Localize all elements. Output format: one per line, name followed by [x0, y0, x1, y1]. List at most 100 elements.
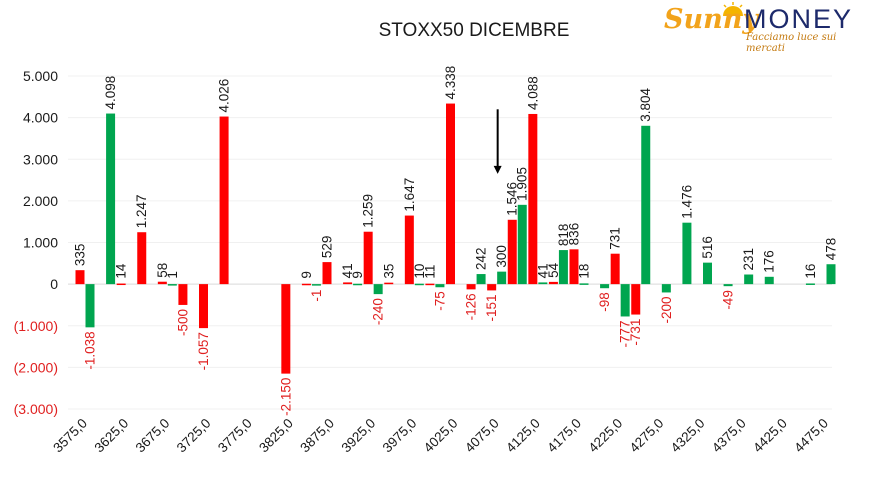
x-tick-label: 4375,0	[709, 416, 749, 456]
bar-green	[682, 222, 692, 285]
arrow-annotation	[493, 109, 502, 174]
bar-green	[805, 283, 815, 285]
bar-green	[476, 274, 486, 285]
x-tick-label: 4275,0	[627, 416, 667, 456]
data-label: -2.150	[278, 378, 293, 416]
bar-red	[219, 116, 229, 285]
data-label: -1.038	[83, 331, 98, 369]
bar-green	[311, 284, 321, 286]
bar-red	[528, 113, 538, 285]
bar-red	[178, 284, 188, 305]
data-label: 54	[546, 262, 561, 278]
bar-green	[703, 262, 712, 285]
y-tick-label: 1.000	[23, 235, 58, 251]
data-label: 176	[762, 250, 777, 273]
y-axis: 5.000 4.000 3.000 2.000 1.000 0 (1.000) (2.000)…	[14, 68, 59, 417]
bar-red	[569, 249, 579, 285]
x-tick-label: 4425,0	[750, 416, 790, 456]
bar-red	[610, 253, 620, 285]
data-label: 58	[155, 263, 170, 278]
bar-green	[558, 250, 568, 285]
data-label: 478	[824, 238, 839, 261]
data-label: -500	[175, 309, 190, 336]
logo-sunny-text: Sunny	[664, 4, 759, 35]
data-label: -75	[432, 291, 447, 311]
x-tick-label: 3875,0	[297, 416, 337, 456]
data-label: -200	[659, 296, 674, 323]
data-label: 4.098	[103, 76, 118, 110]
x-tick-label: 3575,0	[50, 416, 90, 456]
x-tick-label: 4025,0	[421, 416, 461, 456]
bar-green	[661, 284, 671, 293]
data-label: 3.804	[638, 88, 653, 122]
bar-green	[744, 274, 754, 285]
x-tick-label: 3725,0	[174, 416, 214, 456]
bar-red	[343, 282, 353, 285]
data-label: 1.905	[515, 167, 530, 201]
bar-green	[373, 284, 383, 295]
data-label: 9	[350, 271, 365, 279]
data-label: -1	[309, 290, 324, 302]
bar-red	[322, 262, 332, 285]
data-label: 4.026	[217, 79, 232, 113]
bars	[75, 103, 836, 374]
x-tick-label: 4075,0	[462, 416, 502, 456]
bar-green	[414, 283, 424, 286]
data-label: 41	[535, 263, 550, 278]
data-label: 18	[577, 264, 592, 279]
logo-tagline: Facciamo luce sui mercati	[746, 32, 837, 54]
arrow-head	[493, 165, 502, 174]
bar-green	[826, 264, 836, 285]
bar-green	[497, 271, 507, 285]
y-tick-label: (2.000)	[14, 359, 58, 375]
bar-green	[641, 125, 651, 285]
data-label: 9	[299, 271, 314, 279]
data-label: -1.057	[196, 332, 211, 370]
bar-red	[404, 215, 414, 285]
bar-green	[167, 284, 177, 286]
data-label: 1.647	[402, 178, 417, 212]
data-label: -49	[721, 290, 736, 310]
bar-green	[538, 282, 548, 285]
x-tick-label: 3825,0	[256, 416, 296, 456]
data-label: 242	[474, 248, 489, 271]
y-tick-label: 0	[50, 276, 58, 292]
x-tick-label: 3775,0	[215, 416, 255, 456]
x-tick-label: 3975,0	[380, 416, 420, 456]
bar-green	[106, 113, 116, 285]
y-tick-label: (3.000)	[14, 401, 58, 417]
y-tick-label: 2.000	[23, 193, 58, 209]
bar-green	[435, 284, 445, 288]
x-tick-label: 4225,0	[585, 416, 625, 456]
data-label: 1	[165, 271, 180, 279]
bar-red	[631, 284, 641, 315]
bar-red	[548, 281, 558, 285]
data-label: 4.088	[525, 76, 540, 110]
bar-red	[363, 231, 373, 285]
data-label: 1.247	[134, 194, 149, 228]
y-tick-label: (1.000)	[14, 318, 58, 334]
x-tick-label: 4475,0	[791, 416, 831, 456]
data-label: 818	[556, 224, 571, 247]
data-label: 731	[608, 227, 623, 250]
data-label: 836	[567, 223, 582, 246]
x-tick-label: 4325,0	[668, 416, 708, 456]
bar-red	[75, 270, 85, 285]
bar-red	[199, 284, 208, 329]
data-label: 529	[320, 236, 335, 259]
bar-red	[301, 283, 311, 286]
data-label: 300	[494, 245, 509, 268]
y-tick-label: 5.000	[23, 68, 58, 84]
y-tick-label: 3.000	[23, 151, 58, 167]
data-label: -777	[618, 320, 633, 347]
data-labels: 335 14 1.247 58 -500 -1.057 4.026 -2.150 9 529 41 1…	[73, 66, 839, 416]
data-label: 41	[340, 263, 355, 278]
data-label: -731	[628, 319, 643, 346]
bar-red	[157, 281, 167, 285]
bar-green	[620, 284, 630, 317]
data-label: -98	[597, 292, 612, 312]
bar-green	[600, 284, 610, 289]
data-label: 516	[700, 236, 715, 259]
